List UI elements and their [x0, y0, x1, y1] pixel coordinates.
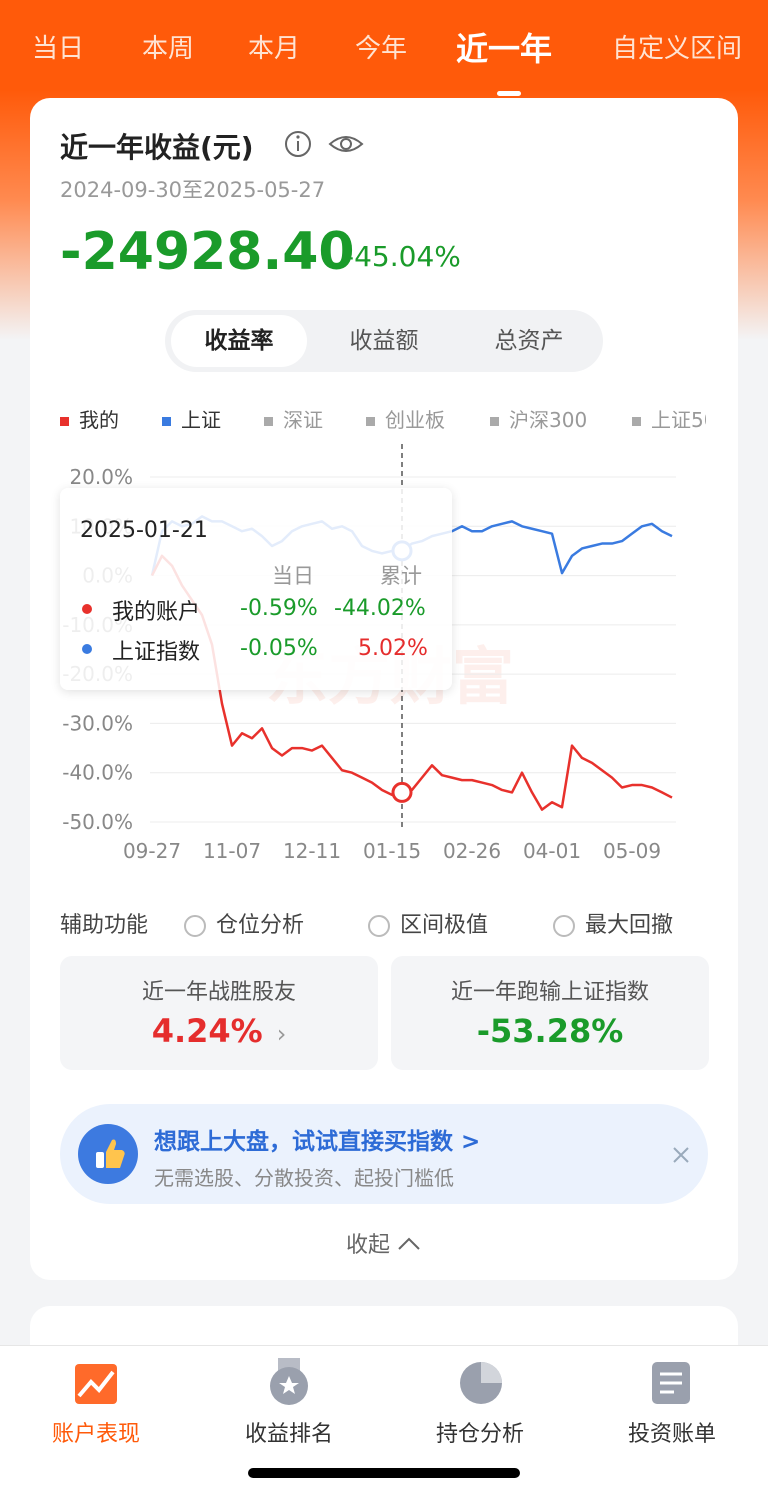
x-tick-label: 01-15	[363, 839, 421, 863]
x-tick-label: 09-27	[123, 839, 181, 863]
icons	[285, 131, 364, 157]
tooltip-header: 累计	[380, 564, 422, 588]
stat-box: 近一年跑输上证指数 -53.28%	[391, 956, 709, 1070]
nav-icon	[652, 1362, 690, 1404]
x-tick-label: 04-01	[523, 839, 581, 863]
tooltip-date: 2025-01-21	[80, 518, 208, 543]
tab-underline	[497, 91, 521, 96]
tooltip-dot	[82, 604, 92, 614]
tab[interactable]: 本月	[248, 34, 301, 64]
legend-item[interactable]: 上证	[162, 404, 221, 433]
nav-item[interactable]: 收益排名	[244, 1422, 333, 1447]
period-tabs: 当日 本周 本月 今年 近一年 自定义区间	[0, 24, 768, 96]
nav-icon	[270, 1358, 308, 1405]
tooltip-name: 我的账户	[112, 600, 201, 625]
banner-subtitle: 无需选股、分散投资、起投门槛低	[154, 1166, 454, 1190]
y-tick-label: 20.0%	[69, 465, 133, 489]
stat-box[interactable]: 近一年战胜股友 4.24% ›	[60, 956, 378, 1070]
percent: -45.04%	[344, 240, 461, 273]
x-tick-label: 11-07	[203, 839, 261, 863]
tooltip-total: 5.02%	[358, 636, 428, 661]
toggle: 收益率 收益额 总资产	[165, 310, 603, 372]
date-range: 2024-09-30至2025-05-27	[60, 178, 326, 202]
x-tick-label: 02-26	[443, 839, 501, 863]
tooltip: 2025-01-21 当日 累计 我的账户 -0.59% -44.02% 上证指…	[60, 488, 452, 690]
close-icon[interactable]	[672, 1146, 690, 1164]
aux-option[interactable]: 仓位分析	[184, 907, 304, 939]
stat-value: -53.28%	[476, 1012, 624, 1050]
tab-active[interactable]: 近一年	[456, 30, 553, 68]
nav-icon	[460, 1362, 502, 1404]
toggle-item[interactable]: 总资产	[494, 328, 564, 354]
aux-option[interactable]: 区间极值	[368, 907, 488, 939]
legend-item[interactable]: 沪深300	[490, 404, 587, 433]
collapse[interactable]: 收起	[346, 1227, 422, 1259]
tab[interactable]: 自定义区间	[612, 34, 743, 64]
stat-label: 近一年跑输上证指数	[450, 980, 649, 1005]
nav-item[interactable]: 持仓分析	[435, 1422, 524, 1447]
x-tick-label: 12-11	[283, 839, 341, 863]
banner-title: 想跟上大盘，试试直接买指数 >	[154, 1129, 481, 1155]
y-tick-label: -40.0%	[62, 761, 133, 785]
x-tick-label: 05-09	[603, 839, 661, 863]
legend-item[interactable]: 创业板	[366, 404, 445, 433]
legend-item[interactable]: 上证50	[632, 404, 706, 433]
banner[interactable]: 想跟上大盘，试试直接买指数 > 无需选股、分散投资、起投门槛低	[60, 1104, 708, 1204]
nav-icon	[75, 1364, 117, 1404]
nav-item[interactable]: 投资账单	[627, 1422, 716, 1447]
hover-point	[391, 781, 413, 803]
tooltip-dot	[82, 644, 92, 654]
y-tick-label: -30.0%	[62, 711, 133, 735]
bottom-nav: 账户表现 收益排名 持仓分析 投资账单	[0, 1345, 768, 1494]
tooltip-header: 当日	[272, 564, 314, 588]
amount: -24928.40	[60, 222, 355, 282]
banner-icon	[78, 1124, 138, 1184]
toggle-item[interactable]: 收益率	[171, 315, 307, 367]
aux-label: 辅助功能	[60, 913, 149, 938]
tooltip-day: -0.05%	[240, 636, 318, 661]
toggle-item[interactable]: 收益额	[349, 328, 419, 354]
tooltip-name: 上证指数	[112, 640, 201, 665]
legend-item[interactable]: 我的	[60, 404, 119, 433]
tab[interactable]: 当日	[32, 34, 85, 64]
stat-value: 4.24%	[151, 1012, 263, 1050]
home-indicator	[248, 1468, 520, 1478]
summary-title: 近一年收益(元)	[60, 131, 254, 164]
tab[interactable]: 本周	[142, 34, 195, 64]
aux-option[interactable]: 最大回撤	[553, 907, 673, 939]
y-tick-label: -50.0%	[62, 810, 133, 834]
tooltip-total: -44.02%	[334, 596, 426, 621]
stat-label: 近一年战胜股友	[141, 980, 296, 1005]
nav-item-active[interactable]: 账户表现	[51, 1422, 140, 1447]
tooltip-day: -0.59%	[240, 596, 318, 621]
tab[interactable]: 今年	[355, 34, 408, 64]
legend-item[interactable]: 深证	[264, 404, 323, 433]
